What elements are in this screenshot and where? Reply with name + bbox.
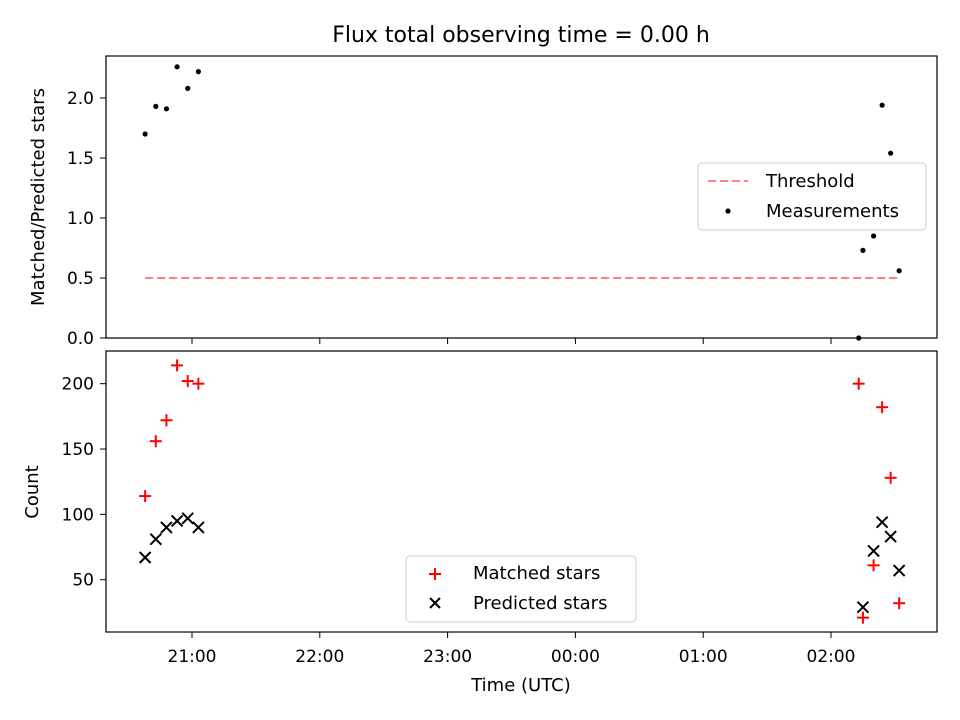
predicted-star-stroke (138, 551, 152, 564)
predicted-star-point (192, 521, 205, 534)
top-y-tick-label: 1.5 (67, 149, 94, 169)
bottom-x-tick-label: 01:00 (679, 647, 728, 667)
measurement-point (860, 247, 866, 253)
top-y-axis-label: Matched/Predicted stars (28, 88, 49, 306)
predicted-star-stroke (875, 516, 889, 529)
bottom-x-ticks: 21:00 22:00 23:00 00:00 01:00 02:00 (168, 632, 856, 667)
legend-predicted-marker (429, 597, 441, 609)
bottom-panel: 50 100 150 200 21:00 22:00 23:00 00:00 01:00 02:… (22, 350, 938, 696)
bottom-y-ticks: 50 100 150 200 (62, 375, 106, 591)
top-y-tick-label: 1.0 (67, 209, 94, 229)
measurement-point (142, 131, 148, 137)
bottom-y-tick-label: 150 (62, 440, 94, 460)
matched-star-point (149, 435, 162, 448)
predicted-star-stroke (892, 564, 906, 577)
top-y-tick-label: 0.5 (67, 269, 94, 289)
measurement-point (174, 64, 180, 70)
measurement-point (871, 233, 877, 239)
predicted-star-stroke (884, 530, 897, 543)
predicted-star-stroke (867, 544, 880, 558)
predicted-star-stroke (856, 600, 870, 614)
predicted-star-stroke (149, 532, 162, 546)
matched-star-point (876, 401, 889, 414)
bottom-x-tick-label: 21:00 (168, 647, 217, 667)
bottom-y-tick-label: 200 (62, 375, 94, 395)
measurement-point (888, 150, 894, 156)
top-axes-frame (105, 55, 938, 339)
matched-star-point (171, 359, 184, 372)
top-legend-box (697, 162, 927, 231)
measurement-point (153, 103, 159, 109)
predicted-star-stroke (192, 521, 205, 534)
predicted-star-point (170, 514, 184, 528)
matched-star-point (893, 597, 906, 610)
legend-threshold-label: Threshold (765, 171, 855, 192)
matched-star-point (852, 377, 865, 390)
bottom-x-tick-label: 02:00 (807, 647, 856, 667)
predicted-star-point (875, 516, 889, 529)
bottom-y-axis-label: Count (22, 465, 43, 518)
legend-matched-label: Matched stars (473, 563, 600, 584)
legend-measurements-marker (725, 208, 731, 214)
top-panel: 0.00.51.01.52.0 Matched/Predicted stars … (28, 55, 938, 349)
predicted-star-point (138, 551, 152, 564)
bottom-legend-box (405, 555, 637, 623)
x-axis-label: Time (UTC) (470, 675, 571, 696)
predicted-star-stroke (181, 512, 194, 525)
predicted-star-point (884, 530, 897, 543)
chart-title: Flux total observing time = 0.00 h (332, 23, 710, 48)
top-y-tick-label: 2.0 (67, 89, 94, 109)
matched-star-point (139, 490, 152, 503)
bottom-x-tick-label: 22:00 (295, 647, 344, 667)
matched-star-point (181, 375, 194, 388)
bottom-marks (138, 359, 906, 624)
predicted-star-point (160, 521, 173, 534)
top-x-ticks (191, 338, 832, 344)
matched-star-point (160, 414, 173, 427)
bottom-y-tick-label: 50 (72, 571, 94, 591)
predicted-star-point (149, 532, 162, 546)
measurement-point (195, 69, 201, 75)
matched-star-point (192, 377, 205, 390)
matched-star-point (856, 611, 869, 624)
predicted-star-point (181, 512, 194, 525)
bottom-x-tick-label: 00:00 (551, 647, 600, 667)
matched-star-point (867, 559, 880, 572)
measurement-point (896, 268, 902, 274)
measurement-point (163, 106, 170, 112)
top-y-ticks: 0.0 0.5 1.0 1.5 2.0 (67, 89, 106, 349)
predicted-star-stroke (170, 514, 184, 528)
bottom-x-tick-label: 23:00 (423, 647, 472, 667)
bottom-y-tick-label: 100 (62, 505, 94, 525)
measurement-point (879, 102, 885, 108)
top-legend: Threshold Measurements (697, 162, 927, 231)
legend-predicted-label: Predicted stars (473, 593, 607, 614)
legend-matched-marker (429, 568, 441, 580)
bottom-axes-frame (105, 350, 938, 633)
legend-measurements-label: Measurements (766, 201, 899, 222)
predicted-star-point (867, 544, 880, 558)
predicted-star-point (892, 564, 906, 577)
top-y-tick-label: 0.0 (67, 329, 94, 349)
predicted-star-stroke (160, 521, 173, 534)
matched-star-point (884, 471, 897, 484)
measurement-point (185, 85, 191, 91)
bottom-legend: Matched stars Predicted stars (405, 555, 637, 623)
predicted-star-point (856, 600, 870, 614)
